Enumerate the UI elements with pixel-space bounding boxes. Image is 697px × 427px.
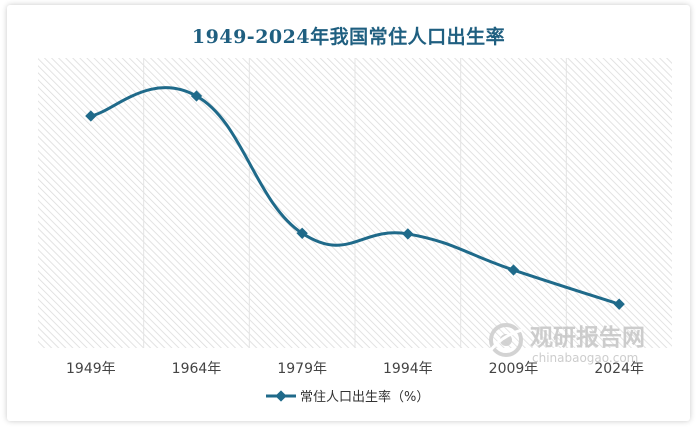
watermark: 观研报告网 chinabaogao.com xyxy=(486,323,645,365)
x-tick-label: 1994年 xyxy=(383,361,433,377)
x-tick-label: 1964年 xyxy=(172,361,222,377)
data-point xyxy=(507,264,520,276)
watermark-url: chinabaogao.com xyxy=(532,351,638,365)
x-tick-label: 1949年 xyxy=(66,361,116,377)
data-point xyxy=(296,227,308,239)
legend-marker xyxy=(275,390,287,402)
gridlines xyxy=(143,58,567,348)
x-tick-label: 1979年 xyxy=(277,361,327,377)
x-tick-label: 2009年 xyxy=(489,361,539,377)
data-point xyxy=(613,298,625,310)
x-axis-ticks: 1949年 1964年 1979年 1994年 2009年 2024年 xyxy=(66,361,644,377)
chart-title: 1949-2024年我国常住人口出生率 xyxy=(191,26,506,48)
watermark-logo xyxy=(486,323,523,357)
legend: 常住人口出生率（%） xyxy=(266,389,429,405)
x-tick-label: 2024年 xyxy=(594,361,644,377)
watermark-brand: 观研报告网 xyxy=(530,325,645,351)
data-point xyxy=(402,228,414,240)
legend-label: 常住人口出生率（%） xyxy=(300,389,429,405)
